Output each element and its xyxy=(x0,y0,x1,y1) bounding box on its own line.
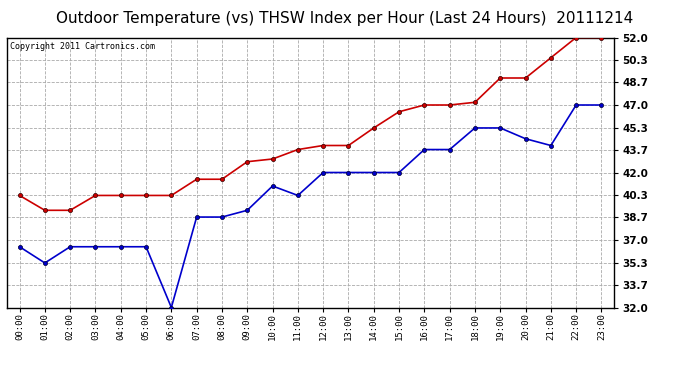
Text: Copyright 2011 Cartronics.com: Copyright 2011 Cartronics.com xyxy=(10,42,155,51)
Text: Outdoor Temperature (vs) THSW Index per Hour (Last 24 Hours)  20111214: Outdoor Temperature (vs) THSW Index per … xyxy=(57,11,633,26)
